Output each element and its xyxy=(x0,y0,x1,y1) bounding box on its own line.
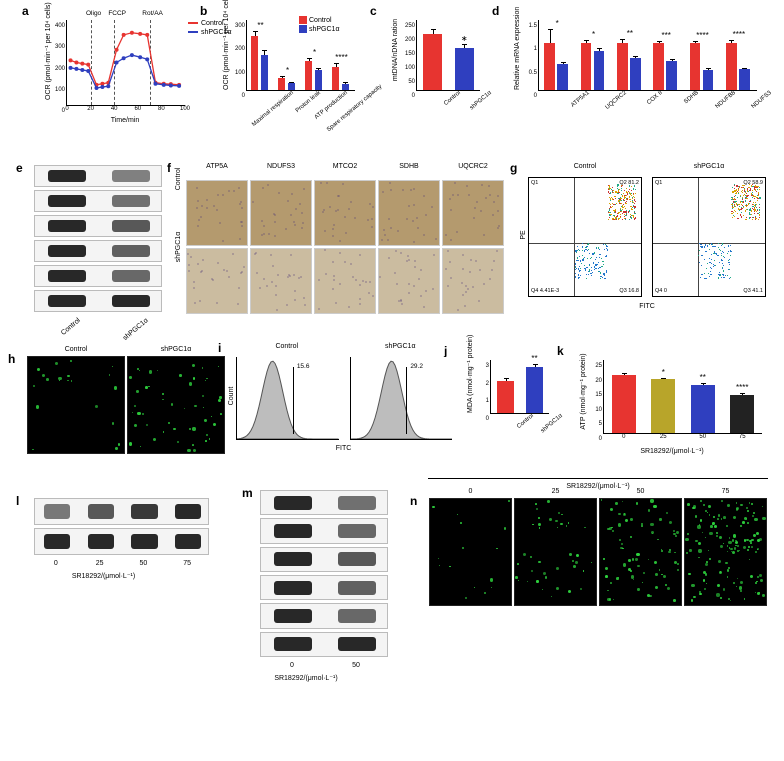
panel-label-g: g xyxy=(510,161,517,175)
fluor-75 xyxy=(684,498,767,606)
blot-NDUFS3: NDUFS330 kD xyxy=(34,165,162,187)
ihc-Control-NDUFS3 xyxy=(250,180,312,246)
figure-root: abcdefghijklmn0100200300400020406080100O… xyxy=(0,0,784,761)
flow-hist-Control: 15.6 xyxy=(236,357,339,440)
panel-label-b: b xyxy=(200,4,207,18)
panel-label-a: a xyxy=(22,4,29,18)
flow-hist-shPGC1α: 29.2 xyxy=(350,357,453,440)
blot-p-AMPK: p-AMPK64 kD xyxy=(34,498,209,525)
ihc-shPGC1α-NDUFS3 xyxy=(250,248,312,314)
blot-COX II: COX II26 kD xyxy=(34,240,162,262)
ihc-Control-MTCO2 xyxy=(314,180,376,246)
ihc-Control-SDHB xyxy=(378,180,440,246)
ocr-line-chart: 0100200300400020406080100OligoFCCPRot/AA xyxy=(66,20,185,106)
panel-label-c: c xyxy=(370,4,377,18)
ihc-shPGC1α-ATP5A xyxy=(186,248,248,314)
ihc-shPGC1α-SDHB xyxy=(378,248,440,314)
mtDNA-bar: 050100150200250Control∗shPGC1α xyxy=(416,20,480,91)
blot-β-actin: β-actin42 kD xyxy=(34,528,209,555)
ihc-Control-UQCRC2 xyxy=(442,180,504,246)
panel-label-k: k xyxy=(557,344,564,358)
panel-label-e: e xyxy=(16,161,23,175)
mda-bar: 0123Control**shPGC1α xyxy=(490,360,549,414)
blot-ATP5A1: ATP5A160 kD xyxy=(260,603,388,628)
panel-label-f: f xyxy=(167,161,171,175)
panel-label-m: m xyxy=(242,486,253,500)
flow-dot-Control: Q1Q2 81.2Q3 16.8Q4 4.41E-3 xyxy=(528,177,642,297)
blot-β-actin: β-actin42 kD xyxy=(34,290,162,312)
panel-label-h: h xyxy=(8,352,15,366)
ihc-Control-ATP5A xyxy=(186,180,248,246)
blot-ATP5A1: ATP5A160 kD xyxy=(34,265,162,287)
ihc-shPGC1α-UQCRC2 xyxy=(442,248,504,314)
panel-label-n: n xyxy=(410,494,417,508)
blot-UQCRC2: UQCRC248 kD xyxy=(260,547,388,572)
panel-label-l: l xyxy=(16,494,19,508)
blot-COX II: COX II26 kD xyxy=(260,575,388,600)
fluor-25 xyxy=(514,498,597,606)
ihc-shPGC1α-MTCO2 xyxy=(314,248,376,314)
panel-label-d: d xyxy=(492,4,499,18)
blot-SDHB: SDHB32 kD xyxy=(34,190,162,212)
flow-dot-shPGC1α: Q1Q2 58.9Q3 41.1Q4 0 xyxy=(652,177,766,297)
blot-UQCRC2: UQCRC248 kD xyxy=(34,215,162,237)
atp-bar: 05101520250*25**50****75 xyxy=(603,360,762,434)
blot-β-actin: β-actin42 kD xyxy=(260,632,388,657)
fluor-50 xyxy=(599,498,682,606)
mrna-bar: 00.511.5*ATP5A1*UQCRC2**COX II***SDHB***… xyxy=(538,20,757,91)
blot-NDUFS3: NDUFS330 kD xyxy=(260,490,388,515)
fluor-Control xyxy=(27,356,125,454)
fluor-shPGC1α xyxy=(127,356,225,454)
blot-SDHB: SDHB32 kD xyxy=(260,518,388,543)
fluor-0 xyxy=(429,498,512,606)
